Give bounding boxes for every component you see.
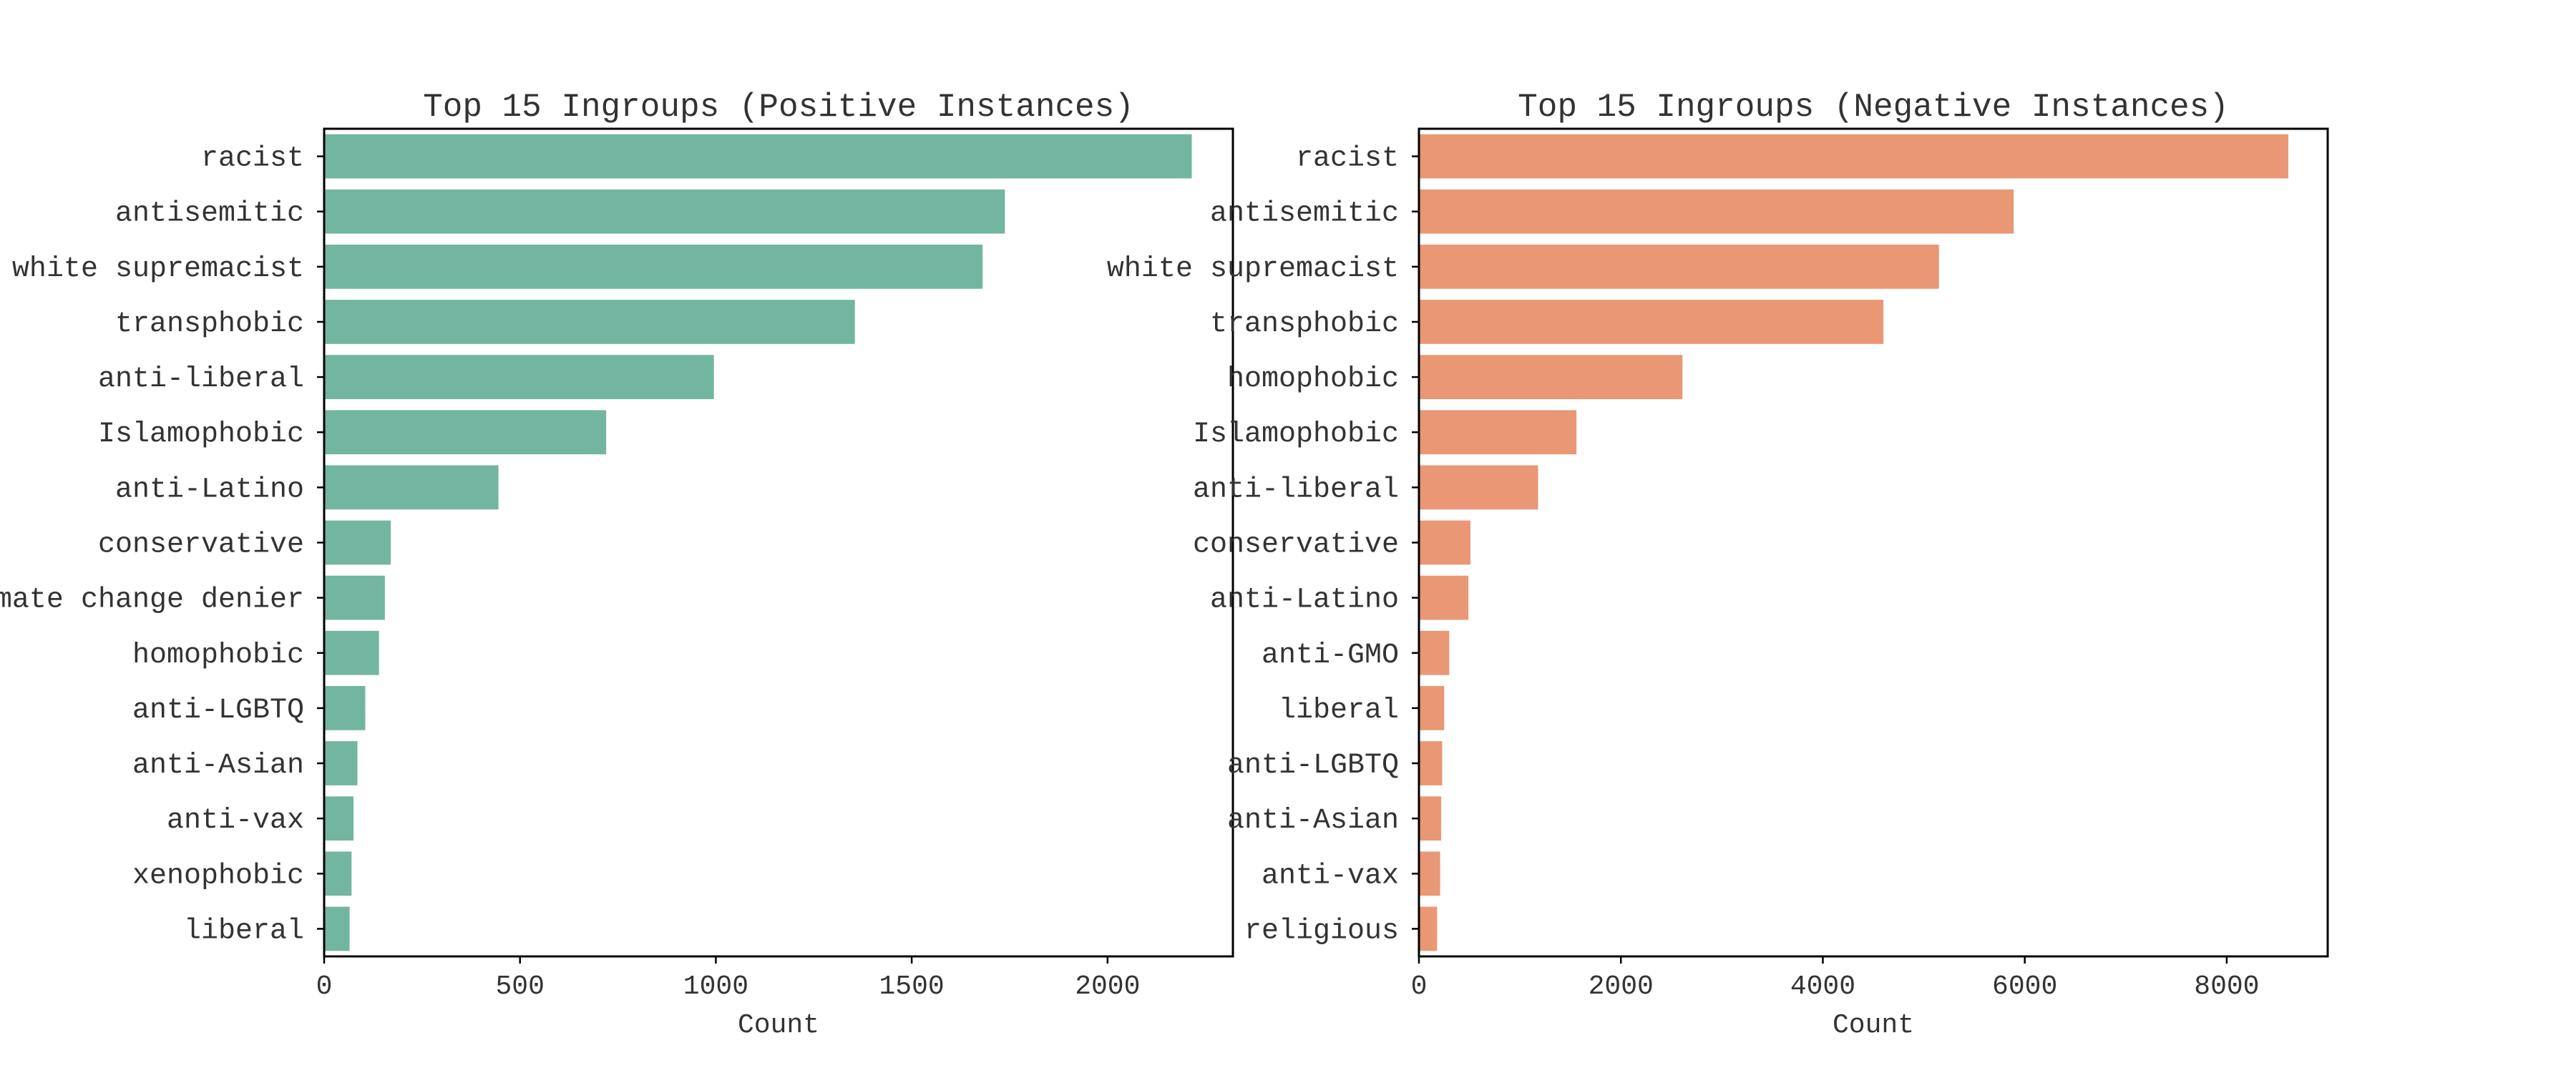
y-tick-label: racist [1296,143,1399,175]
bar-14 [1419,906,1438,951]
y-tick-label: xenophobic [132,860,304,892]
y-tick-label: homophobic [132,640,304,672]
x-tick-label: 6000 [1992,971,2057,1002]
y-tick-label: white supremacist [1107,253,1399,285]
x-tick-label: 1000 [683,971,748,1002]
bar-2 [1419,244,1939,289]
bar-11 [1419,741,1443,785]
y-tick-labels: racist antisemitic white supremacist transp… [0,143,324,947]
bar-0 [324,134,1192,179]
bar-3 [324,300,855,344]
negative-instances-chart: Top 15 Ingroups (Negative Instances) rac… [1107,89,2329,1041]
plot-frame [323,127,1234,958]
x-axis-label: Count [1833,1010,1914,1041]
bar-11 [324,741,358,785]
y-tick-label: religious [1244,915,1399,947]
x-axis-label: Count [738,1010,819,1041]
y-tick-label: homophobic [1227,363,1399,396]
y-tick-label: anti-LGBTQ [1227,750,1399,782]
chart-title: Top 15 Ingroups (Negative Instances) [1518,89,2229,126]
y-tick-label: climate change denier [0,584,304,617]
y-tick-label: Islamophobic [98,418,304,451]
x-tick-label: 500 [495,971,544,1002]
y-tick-label: conservative [1193,529,1399,562]
y-tick-label: anti-Latino [115,474,304,506]
y-tick-label: conservative [98,529,304,562]
chart-title: Top 15 Ingroups (Positive Instances) [423,89,1134,126]
bar-2 [324,244,983,289]
bar-4 [324,355,714,399]
y-tick-label: Islamophobic [1193,418,1399,451]
bar-3 [1419,300,1884,344]
bar-9 [1419,630,1450,675]
bar-7 [1419,520,1470,565]
bar-14 [324,906,350,951]
bar-9 [324,630,379,675]
bar-12 [324,796,354,841]
bars-group [324,134,1192,951]
y-tick-label: liberal [1279,695,1399,727]
x-tick-label: 8000 [2194,971,2259,1002]
bar-6 [324,465,499,510]
y-tick-label: antisemitic [1210,198,1399,230]
y-tick-label: anti-LGBTQ [132,695,304,727]
bar-10 [1419,686,1445,730]
bar-10 [324,686,366,730]
bar-1 [324,189,1005,234]
y-tick-label: liberal [184,915,304,947]
y-tick-label: anti-Asian [1227,805,1399,837]
y-tick-label: transphobic [115,308,304,340]
bar-1 [1419,189,2014,234]
bar-7 [324,520,391,565]
bar-4 [1419,355,1683,399]
bar-5 [1419,410,1577,455]
y-tick-label: anti-liberal [98,363,304,396]
x-tick-label: 1500 [879,971,945,1002]
x-tick-label: 2000 [1589,971,1654,1002]
y-tick-label: anti-vax [1262,860,1399,892]
x-ticks: 0 2000 4000 6000 8000 [1411,956,2259,1002]
y-tick-label: anti-Asian [132,750,304,782]
bar-13 [1419,851,1440,896]
y-tick-label: anti-GMO [1262,640,1399,672]
bar-0 [1419,134,2288,179]
bar-5 [324,410,607,455]
y-tick-label: transphobic [1210,308,1399,340]
plot-frame [1418,127,2329,958]
bar-8 [1419,575,1469,620]
y-tick-label: racist [201,143,304,175]
y-tick-label: anti-Latino [1210,584,1399,617]
x-tick-label: 0 [1411,971,1428,1002]
y-tick-labels: racist antisemitic white supremacist transp… [1107,143,1419,947]
y-tick-label: anti-vax [167,805,304,837]
y-tick-label: white supremacist [12,253,304,285]
positive-instances-chart: Top 15 Ingroups (Positive Instances) rac… [0,89,1234,1041]
x-tick-label: 0 [316,971,333,1002]
x-tick-label: 4000 [1790,971,1855,1002]
bar-6 [1419,465,1538,510]
bars-group [1419,134,2288,951]
y-tick-label: antisemitic [115,198,304,230]
x-tick-label: 2000 [1075,971,1140,1002]
bar-13 [324,851,352,896]
bar-12 [1419,796,1442,841]
bar-8 [324,575,385,620]
y-tick-label: anti-liberal [1193,474,1399,506]
x-ticks: 0 500 1000 1500 2000 [316,956,1140,1002]
